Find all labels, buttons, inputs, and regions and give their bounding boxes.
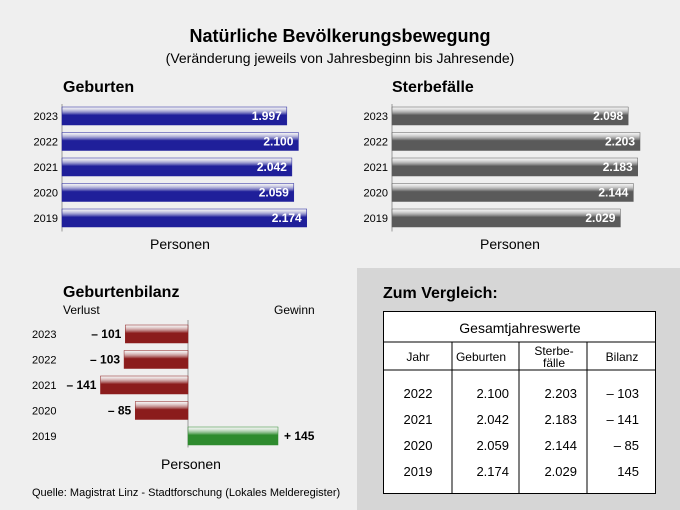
chart-subtitle: (Veränderung jeweils von Jahresbeginn bi…	[165, 50, 515, 66]
births-bar	[61, 208, 307, 228]
balance-bar	[123, 350, 189, 369]
balance-gain-label: Gewinn	[274, 303, 315, 317]
births-value-label: 2.100	[263, 135, 293, 149]
deaths-chart: 2023 2.098 2022 2.203 2021 2.183 2020 2.144 2019…	[364, 104, 641, 232]
table-header: Jahr	[406, 350, 429, 364]
balance-panel-title: Geburtenbilanz	[63, 284, 180, 301]
source-note: Quelle: Magistrat Linz - Stadtforschung …	[32, 487, 341, 499]
table-cell: 2022	[404, 386, 433, 401]
deaths-value-label: 2.183	[603, 160, 633, 174]
deaths-tick-label: 2023	[364, 111, 388, 123]
table-cell: 2020	[404, 438, 433, 453]
table-cell: 2.174	[476, 464, 509, 479]
table-cell: 2.029	[544, 464, 577, 479]
table-cell: – 85	[614, 438, 639, 453]
balance-tick-label: 2020	[32, 406, 56, 418]
balance-value-label: – 85	[108, 404, 132, 418]
births-bar	[61, 106, 288, 126]
deaths-tick-label: 2021	[364, 162, 388, 174]
births-tick-label: 2022	[34, 137, 58, 149]
balance-bar	[187, 426, 279, 446]
deaths-bar	[391, 183, 634, 202]
balance-tick-label: 2021	[32, 380, 56, 392]
balance-tick-label: 2023	[32, 329, 56, 341]
table-cell: 2021	[404, 412, 433, 427]
table-header: Geburten	[456, 350, 506, 364]
table-title: Gesamtjahreswerte	[459, 320, 581, 336]
comparison-table-grid: Gesamtjahreswerte Jahr Geburten Sterbe-fäll…	[384, 320, 655, 493]
balance-bar	[100, 375, 189, 395]
deaths-value-label: 2.203	[605, 135, 635, 149]
balance-bar	[134, 401, 189, 420]
balance-value-label: + 145	[284, 429, 315, 443]
deaths-bar	[391, 106, 629, 126]
balance-bar	[125, 324, 189, 344]
table-cell: 2.144	[544, 438, 577, 453]
deaths-value-label: 2.144	[598, 186, 628, 200]
comparison-table: Gesamtjahreswerte Jahr Geburten Sterbe-fäll…	[383, 311, 656, 494]
deaths-value-label: 2.029	[585, 211, 615, 225]
table-header: Sterbe-fälle	[534, 344, 573, 370]
table-cell: 145	[617, 464, 639, 479]
births-bar	[61, 183, 295, 202]
births-tick-label: 2021	[34, 162, 58, 174]
comparison-heading: Zum Vergleich:	[383, 285, 498, 302]
deaths-axis-label: Personen	[480, 236, 540, 252]
table-cell: – 141	[606, 412, 639, 427]
table-cell: 2.183	[544, 412, 577, 427]
table-cell: 2019	[404, 464, 433, 479]
table-cell: – 103	[606, 386, 639, 401]
balance-tick-label: 2022	[32, 355, 56, 367]
births-tick-label: 2023	[34, 111, 58, 123]
balance-tick-label: 2019	[32, 431, 56, 443]
births-value-label: 2.042	[257, 160, 287, 174]
births-value-label: 2.174	[272, 211, 302, 225]
births-value-label: 1.997	[252, 109, 282, 123]
births-axis-label: Personen	[150, 236, 210, 252]
balance-value-label: – 141	[66, 378, 96, 392]
deaths-bar	[391, 208, 621, 228]
births-chart: 2023 1.997 2022 2.100 2021 2.042 2020 2.059 2019…	[34, 104, 307, 232]
table-header: Bilanz	[606, 350, 639, 364]
chart-title: Natürliche Bevölkerungsbewegung	[189, 26, 491, 46]
table-cell: 2.203	[544, 386, 577, 401]
balance-axis-label: Personen	[161, 456, 221, 472]
deaths-tick-label: 2020	[364, 188, 388, 200]
balance-chart: 2023 – 101 2022 – 103 2021 – 141 2020 – 85 2019 +…	[32, 320, 315, 448]
table-cell: 2.059	[476, 438, 509, 453]
table-cell: 2.042	[476, 412, 509, 427]
balance-value-label: – 103	[90, 353, 120, 367]
balance-loss-label: Verlust	[63, 303, 100, 317]
balance-value-label: – 101	[91, 327, 121, 341]
births-tick-label: 2019	[34, 213, 58, 225]
births-bar	[61, 132, 299, 151]
births-value-label: 2.059	[259, 186, 289, 200]
deaths-tick-label: 2019	[364, 213, 388, 225]
table-cell: 2.100	[476, 386, 509, 401]
deaths-bar	[391, 157, 638, 177]
births-panel-title: Geburten	[63, 79, 135, 96]
deaths-tick-label: 2022	[364, 137, 388, 149]
deaths-bar	[391, 132, 641, 151]
births-tick-label: 2020	[34, 188, 58, 200]
deaths-value-label: 2.098	[593, 109, 623, 123]
births-bar	[61, 157, 293, 177]
deaths-panel-title: Sterbefälle	[392, 79, 474, 96]
